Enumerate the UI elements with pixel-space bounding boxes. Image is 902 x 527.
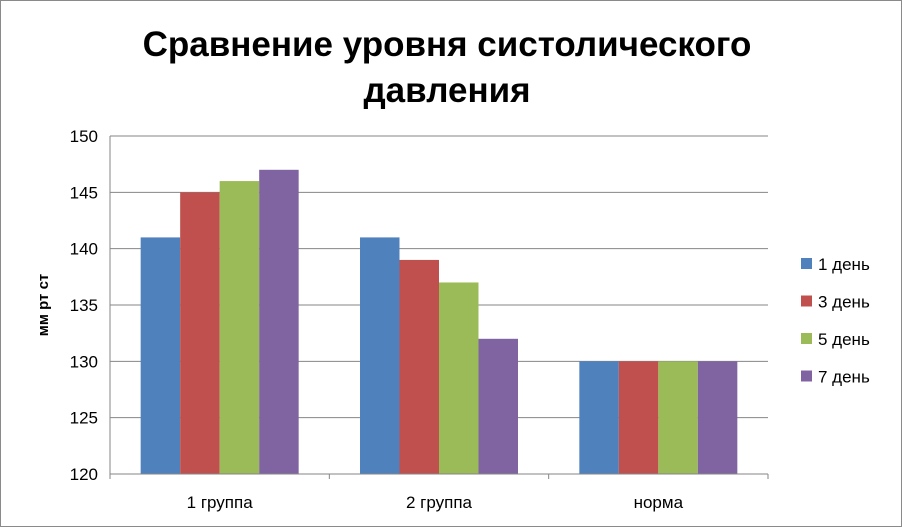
y-axis-label: мм рт ст [35,274,52,337]
y-tick-label: 120 [70,465,98,484]
legend-swatch [801,370,812,382]
y-tick-label: 145 [70,183,98,202]
legend: 1 день 3 день 5 день 7 день [801,255,870,387]
legend-swatch [801,295,812,307]
chart-title-line-1: Сравнение уровня систолического [143,25,752,64]
legend-swatch [801,258,812,269]
bar [579,361,619,474]
legend-label: 1 день [818,255,870,274]
bar [399,259,439,474]
x-tick-label: 1 группа [187,493,254,512]
legend-label: 3 день [818,293,870,312]
bar [360,237,400,474]
bars-group [140,169,738,475]
bar [658,361,698,474]
legend-label: 7 день [818,368,870,387]
y-tick-label: 130 [70,352,98,371]
y-tick-label: 150 [70,127,98,146]
bar [219,181,260,475]
bar [259,169,299,475]
y-tick-label: 125 [70,409,98,428]
legend-label: 5 день [818,330,870,349]
chart-title-line-2: давления [363,71,530,110]
bar [478,338,518,474]
x-tick-label: норма [634,493,684,512]
axes-group: 120 125 130 135 140 145 150 1 группа 2 группа нор… [70,127,769,512]
x-tick-label: 2 группа [406,493,473,512]
bar [618,361,659,474]
y-tick-label: 135 [70,296,98,315]
bar [180,192,220,475]
bar [697,361,738,474]
legend-swatch [801,333,812,344]
bar [439,282,479,474]
y-tick-label: 140 [70,240,98,259]
bar [140,237,181,474]
